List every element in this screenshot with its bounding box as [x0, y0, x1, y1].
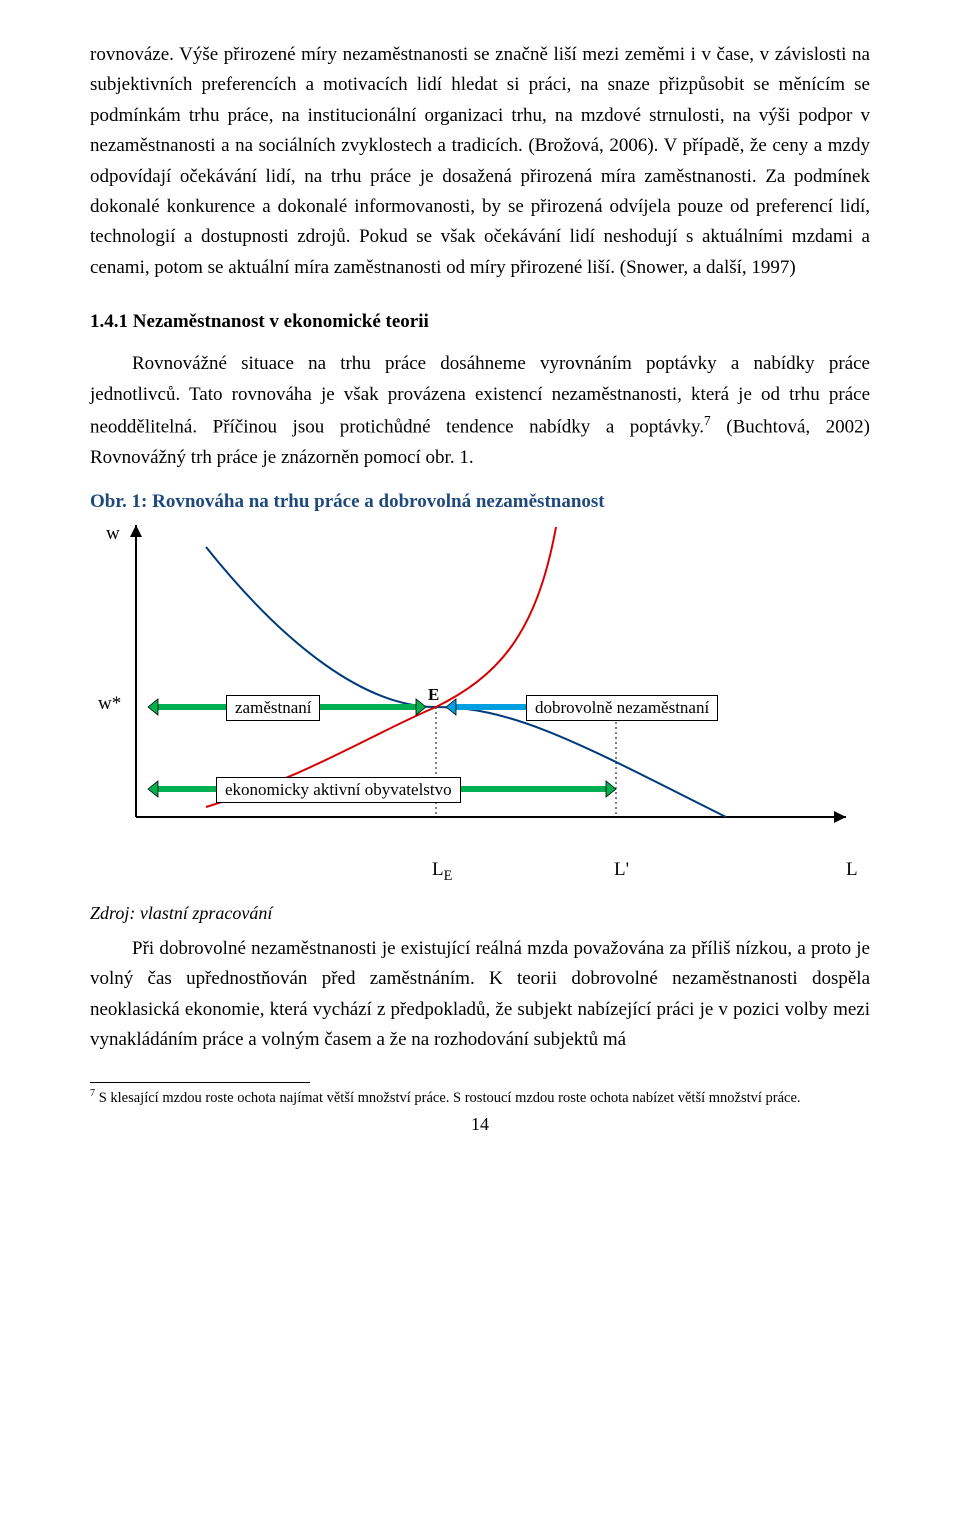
section-heading: 1.4.1 Nezaměstnanost v ekonomické teorii [90, 311, 870, 333]
footnote-number: 7 [90, 1088, 95, 1099]
paragraph-2: Rovnovážné situace na trhu práce dosáhne… [90, 349, 870, 473]
chart-svg [86, 517, 866, 857]
footnote-text: S klesající mzdou roste ochota najímat v… [99, 1089, 801, 1105]
figure-source: Zdroj: vlastní zpracování [90, 903, 870, 924]
footnote-7: 7 S klesající mzdou roste ochota najímat… [90, 1087, 870, 1108]
x-label-Lprime: L' [614, 859, 629, 881]
voluntarily-unemployed-label-box: dobrovolně nezaměstnaní [526, 695, 718, 721]
axis-label-w: w [106, 523, 120, 545]
employed-label-box: zaměstnaní [226, 695, 320, 721]
labor-market-chart: w w* E zaměstnaní dobrovolně nezaměstnan… [86, 517, 866, 857]
x-axis-labels: LE L' L [90, 855, 870, 895]
paragraph-3: Při dobrovolné nezaměstnanosti je existu… [90, 934, 870, 1056]
axis-label-w-star: w* [98, 693, 121, 715]
equilibrium-label: E [428, 685, 439, 705]
footnote-separator [90, 1082, 310, 1083]
figure-caption: Obr. 1: Rovnováha na trhu práce a dobrov… [90, 491, 870, 513]
paragraph-1: rovnováze. Výše přirozené míry nezaměstn… [90, 40, 870, 283]
page-number: 14 [90, 1114, 870, 1135]
active-population-label-box: ekonomicky aktivní obyvatelstvo [216, 777, 461, 803]
x-label-L: L [846, 859, 858, 881]
x-label-LE: LE [432, 859, 452, 885]
footnote-ref-7: 7 [704, 413, 711, 428]
